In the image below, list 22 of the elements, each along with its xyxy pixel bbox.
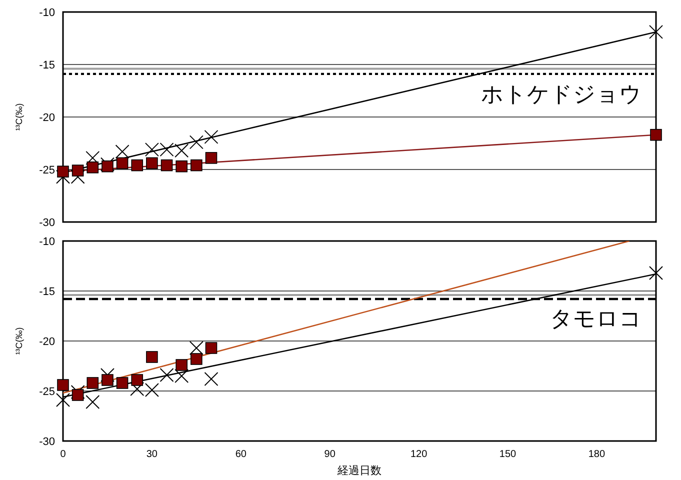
y-tick-label: -10 (39, 7, 55, 19)
y-tick-label: -25 (39, 386, 55, 398)
y-tick-label: -25 (39, 164, 55, 176)
x-tick-label: 180 (588, 449, 606, 460)
y-tick-label: -30 (39, 436, 55, 448)
y-axis-title: ¹³C(‰) (14, 327, 24, 355)
x-tick-label: 120 (410, 449, 428, 460)
y-tick-label: -20 (39, 336, 55, 348)
y-tick-label: -30 (39, 217, 55, 229)
x-tick-label: 60 (235, 449, 247, 460)
annotation: ホトケドジョウ (481, 81, 642, 106)
x-tick-label: 30 (146, 449, 158, 460)
y-tick-label: -20 (39, 112, 55, 124)
y-tick-label: -15 (39, 286, 55, 298)
x-tick-label: 90 (324, 449, 336, 460)
x-tick-label: 0 (60, 449, 66, 460)
y-axis-title: ¹³C(‰) (14, 103, 24, 131)
x-tick-label: 150 (499, 449, 517, 460)
x-axis-title: 経過日数 (336, 465, 382, 477)
y-tick-label: -15 (39, 60, 55, 72)
annotation: タモロコ (550, 306, 642, 331)
y-tick-label: -10 (39, 236, 55, 248)
